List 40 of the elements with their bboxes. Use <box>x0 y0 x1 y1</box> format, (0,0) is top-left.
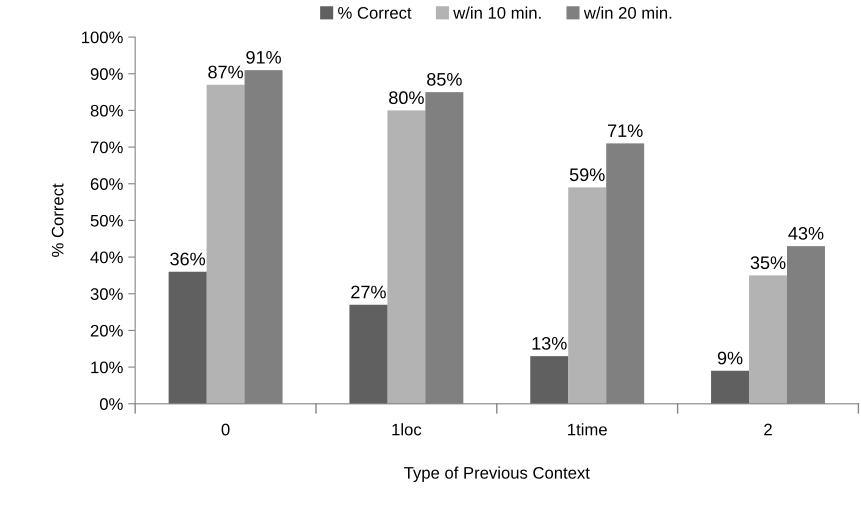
y-axis-title: % Correct <box>52 183 64 257</box>
bar <box>568 187 606 404</box>
y-tick-label: 30% <box>90 288 123 300</box>
bar <box>206 84 245 404</box>
data-label: 91% <box>246 50 281 64</box>
y-tick-label: 90% <box>90 68 123 80</box>
data-label: 80% <box>389 91 424 104</box>
data-label: 35% <box>750 256 786 270</box>
legend-label: w/in 20 min. <box>584 6 672 19</box>
bar <box>387 110 426 404</box>
y-tick-label: 100% <box>82 31 123 44</box>
x-tick-label: 2 <box>764 424 772 436</box>
y-tick-label: 10% <box>91 361 123 374</box>
y-tick-label: 80% <box>90 104 123 117</box>
data-label: 43% <box>788 226 824 240</box>
y-tick-label: 40% <box>90 251 123 264</box>
legend-label: % Correct <box>338 6 412 19</box>
y-tick-label: 70% <box>90 141 123 154</box>
data-label: 27% <box>351 286 386 298</box>
bar <box>530 356 568 404</box>
y-tick-label: 60% <box>90 178 123 190</box>
y-tick-label: 20% <box>90 324 123 337</box>
data-label: 59% <box>570 168 605 182</box>
data-label: 71% <box>608 124 643 137</box>
bar <box>168 272 207 404</box>
x-tick-label: 1time <box>568 423 607 436</box>
data-label: 87% <box>208 66 244 78</box>
legend-label: w/in 10 min. <box>453 6 541 19</box>
x-tick-label: 1loc <box>392 423 422 436</box>
bar <box>749 275 787 404</box>
data-label: 9% <box>718 352 742 364</box>
data-label: 36% <box>170 252 206 266</box>
x-axis-title: Type of Previous Context <box>404 466 590 482</box>
y-tick-label: 50% <box>90 214 123 227</box>
bar <box>349 304 388 404</box>
data-label: 85% <box>427 72 462 86</box>
bar <box>711 370 750 404</box>
data-label: 13% <box>532 336 567 350</box>
y-tick-label: 0% <box>100 398 123 410</box>
x-tick-label: 0 <box>222 424 230 436</box>
